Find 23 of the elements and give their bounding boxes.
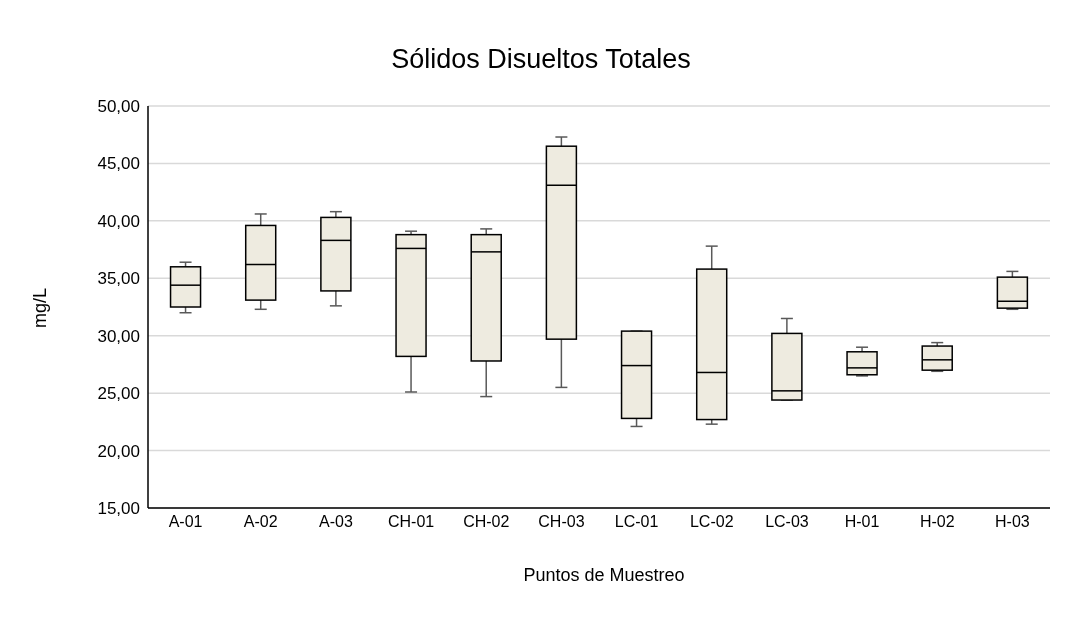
y-tick-label: 15,00	[97, 499, 140, 519]
y-tick-label: 30,00	[97, 326, 140, 346]
x-tick-label: A-01	[168, 513, 203, 531]
x-tick-label: A-03	[319, 513, 353, 531]
y-tick-label: 25,00	[97, 384, 140, 404]
y-tick-label: 35,00	[97, 269, 140, 289]
x-tick-label: CH-01	[387, 513, 435, 531]
x-tick-label: H-02	[919, 513, 955, 531]
x-axis-title: Puntos de Muestreo	[522, 565, 686, 586]
y-tick-label: 45,00	[97, 154, 140, 174]
y-tick-label: 40,00	[97, 211, 140, 231]
y-axis-title: mg/L	[29, 287, 51, 329]
chart-title: Sólidos Disueltos Totales	[390, 44, 692, 75]
x-tick-label: H-03	[995, 513, 1030, 531]
x-tick-label: CH-02	[463, 513, 510, 531]
x-tick-label: LC-01	[614, 513, 659, 531]
y-tick-label: 50,00	[97, 97, 140, 117]
x-tick-label: LC-02	[689, 513, 734, 531]
x-tick-label: H-01	[844, 513, 880, 531]
y-tick-label: 20,00	[97, 441, 140, 461]
x-tick-label: A-02	[243, 513, 278, 531]
x-tick-label: LC-03	[765, 513, 809, 531]
x-tick-label: CH-03	[538, 513, 585, 531]
